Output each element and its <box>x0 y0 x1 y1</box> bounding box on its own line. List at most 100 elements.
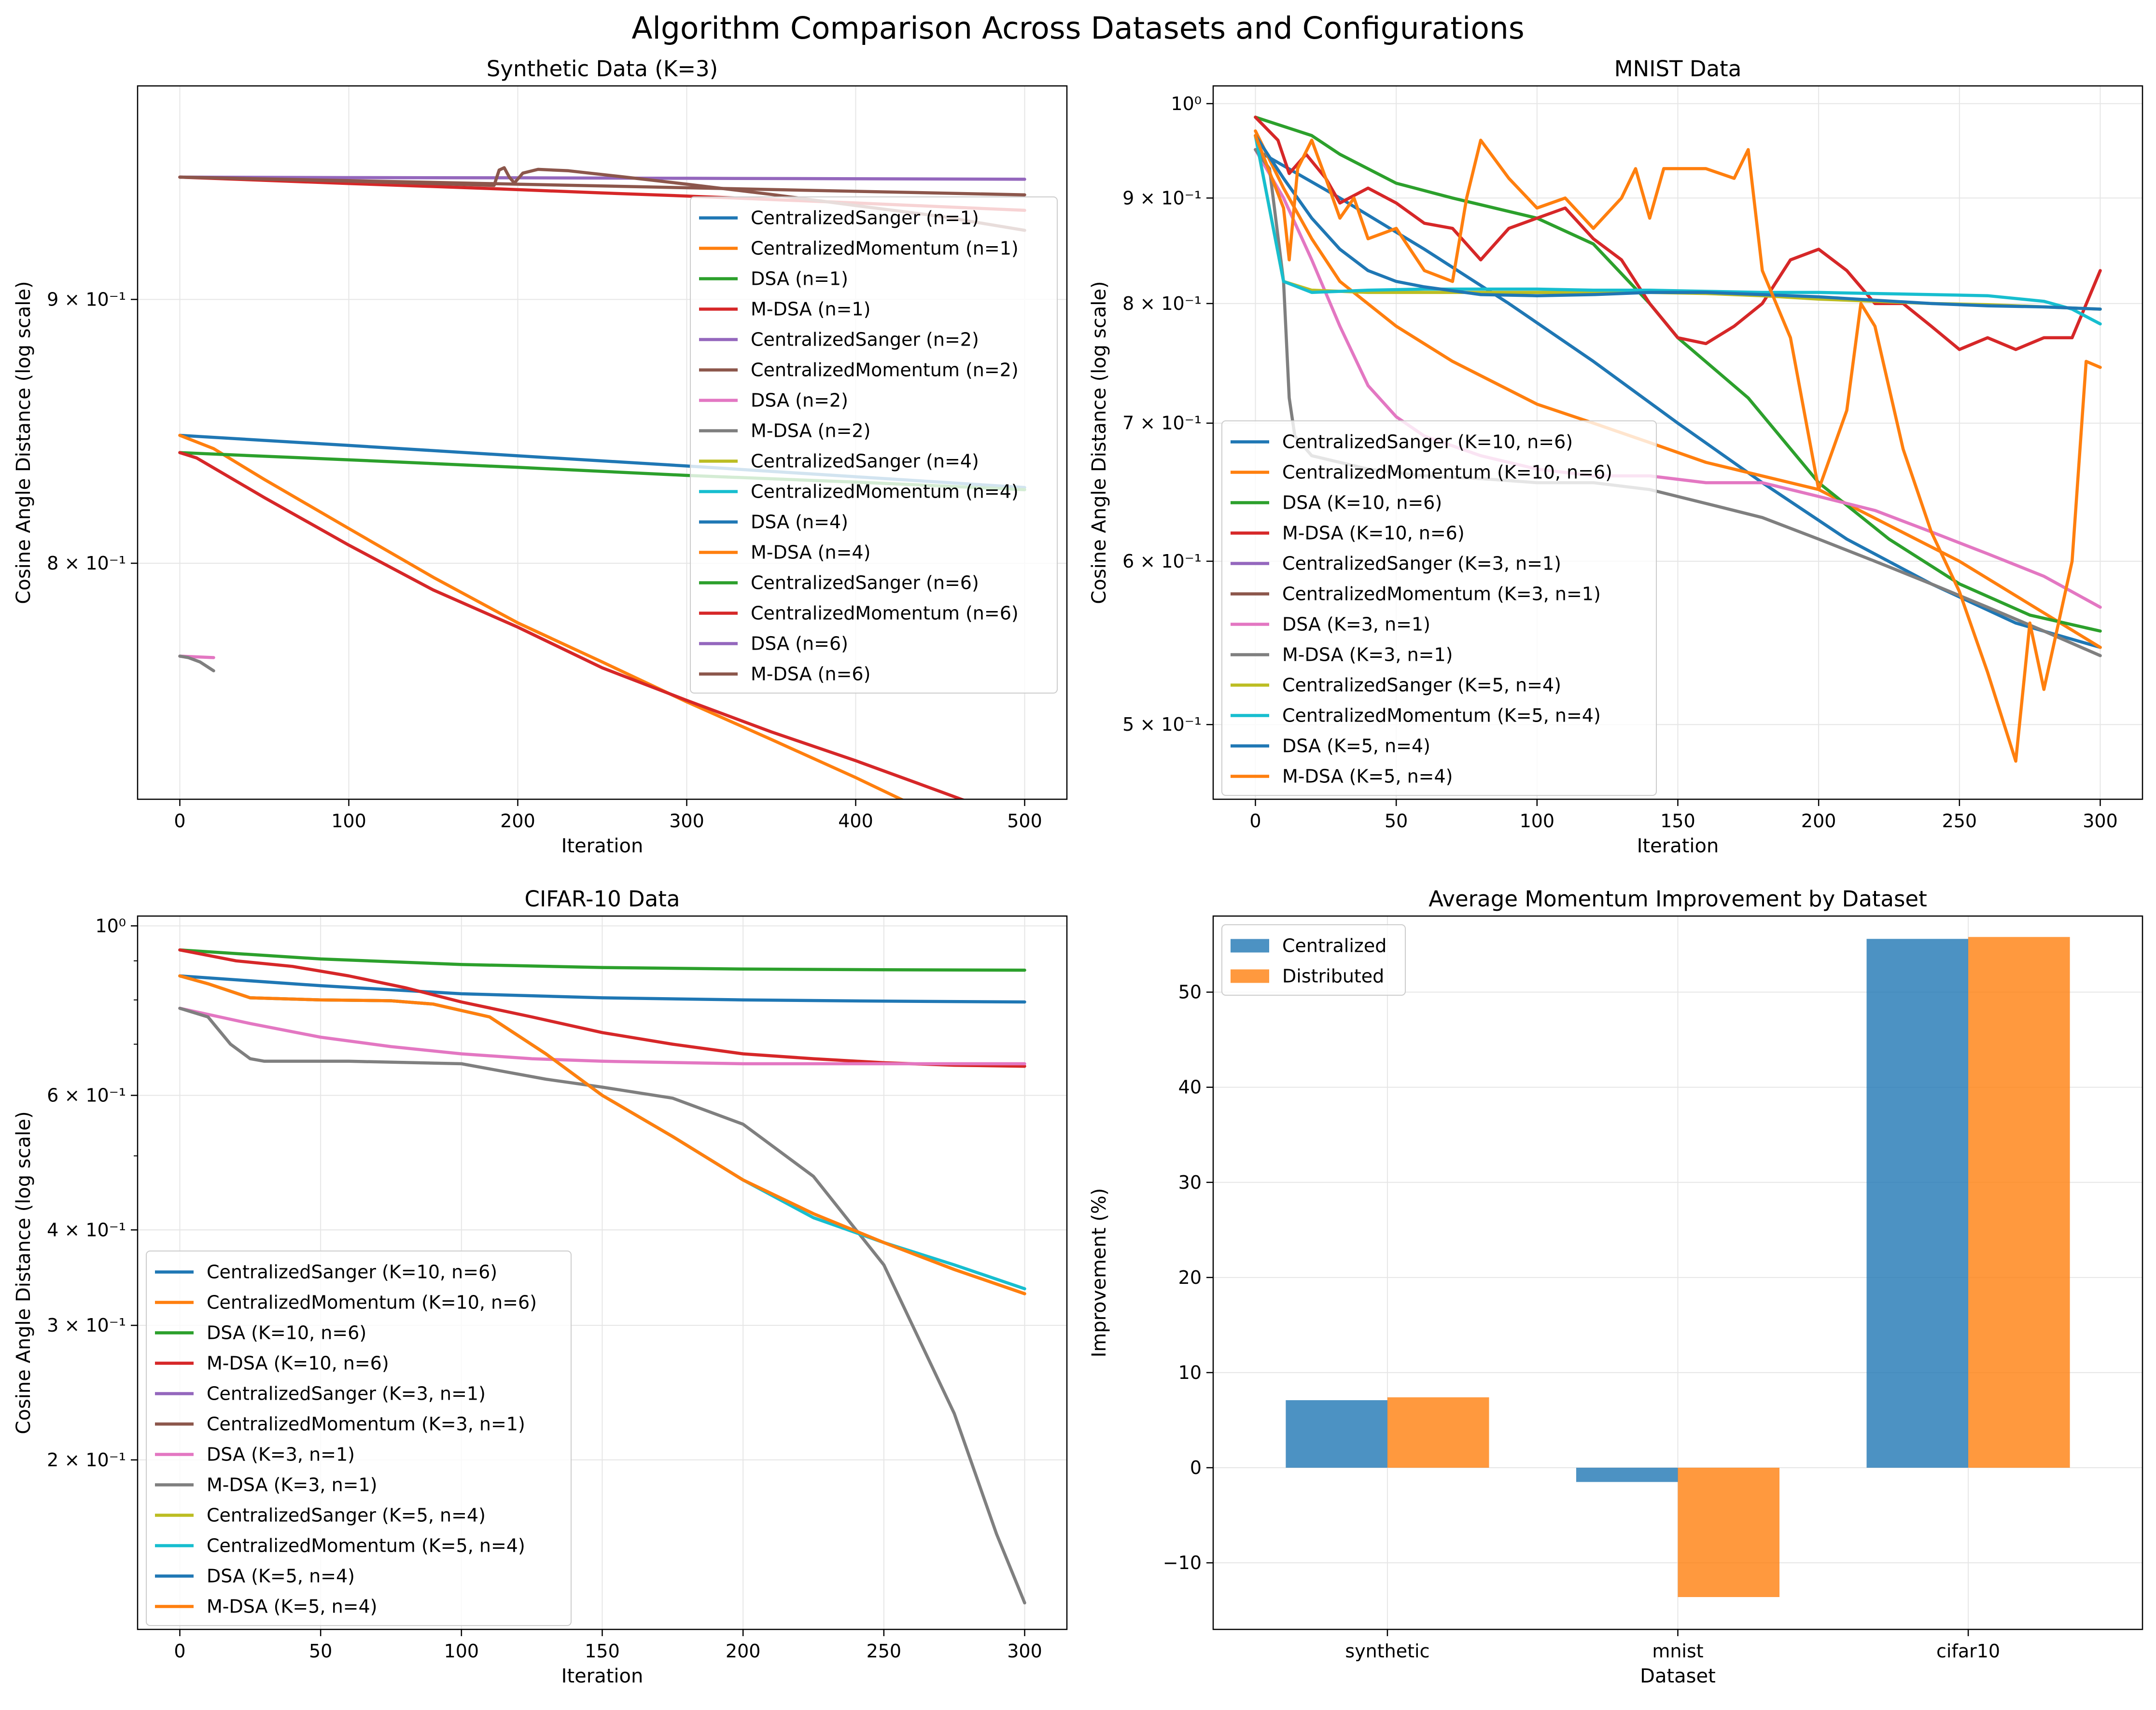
legend-entry: M-DSA (K=3, n=1) <box>207 1474 378 1496</box>
panel-title: Synthetic Data (K=3) <box>487 56 718 82</box>
bar-centralized-mnist <box>1576 1467 1678 1482</box>
legend-entry: DSA (K=3, n=1) <box>207 1444 355 1465</box>
legend: CentralizedSanger (n=1) CentralizedMoment… <box>690 196 1058 694</box>
series-line-4 <box>1254 115 2102 351</box>
bar-distributed-cifar10 <box>1968 937 2070 1468</box>
y-tick-label: 5 × 10⁻¹ <box>1122 714 1202 735</box>
panel-title: Average Momentum Improvement by Dataset <box>1428 886 1927 912</box>
x-axis: synthetic mnist cifar10 Dataset <box>1345 1629 2000 1687</box>
x-tick-label: 200 <box>1801 810 1836 832</box>
x-tick-label: 150 <box>1660 810 1695 832</box>
y-axis-label: Cosine Angle Distance (log scale) <box>1088 281 1110 604</box>
y-tick-label: 8 × 10⁻¹ <box>1122 293 1202 314</box>
x-tick-label: 250 <box>1942 810 1977 832</box>
legend-entry: Distributed <box>1282 966 1384 987</box>
x-axis: 0 100 200 300 400 500 Iteration <box>174 799 1042 857</box>
legend-entry: M-DSA (n=6) <box>751 664 870 685</box>
legend-entry: M-DSA (K=10, n=6) <box>1282 523 1465 544</box>
x-tick-label: 100 <box>1520 810 1555 832</box>
legend-entry: CentralizedSanger (n=2) <box>751 329 979 350</box>
series-line-4 <box>178 451 966 799</box>
y-tick-label: 50 <box>1178 982 1202 1003</box>
legend-entry: CentralizedMomentum (K=10, n=6) <box>1282 462 1612 483</box>
legend-entry: CentralizedSanger (n=6) <box>751 572 979 594</box>
series-line-3 <box>178 948 1026 972</box>
y-tick-label: 10 <box>1178 1362 1202 1383</box>
legend-entry: CentralizedMomentum (K=3, n=1) <box>207 1414 525 1435</box>
legend: CentralizedSanger (K=10, n=6) Centralized… <box>146 1251 572 1626</box>
y-tick-label: 30 <box>1178 1172 1202 1193</box>
legend-entry: CentralizedMomentum (K=3, n=1) <box>1282 584 1601 605</box>
x-tick-label: synthetic <box>1345 1640 1429 1662</box>
panel-title: CIFAR-10 Data <box>525 886 680 912</box>
panel-title: MNIST Data <box>1614 56 1742 82</box>
x-tick-label: 150 <box>585 1640 620 1662</box>
y-axis: 2 × 10⁻¹ 3 × 10⁻¹ 4 × 10⁻¹ 6 × 10⁻¹ 10⁰ Cosin… <box>13 915 138 1471</box>
bar-centralized-cifar10 <box>1866 939 1969 1468</box>
x-tick-label: cifar10 <box>1936 1640 2000 1662</box>
panel-1: 0 100 200 300 400 500 Iteration 8 × 10⁻¹ 9 × 10⁻… <box>13 56 1068 857</box>
series-line-4 <box>178 948 1026 1068</box>
bar-distributed-synthetic <box>1387 1397 1489 1468</box>
series-line-1 <box>178 974 1026 1004</box>
y-tick-label: 10⁰ <box>95 915 126 936</box>
plot-data <box>178 948 1026 1605</box>
x-axis-label: Iteration <box>1637 835 1719 857</box>
legend-entry: M-DSA (K=3, n=1) <box>1282 644 1453 666</box>
legend-entry: M-DSA (n=4) <box>751 542 870 563</box>
legend-entry: CentralizedMomentum (K=5, n=4) <box>207 1535 525 1557</box>
plot-data <box>178 166 1026 799</box>
x-axis-label: Iteration <box>561 835 644 857</box>
legend-entry: CentralizedMomentum (n=2) <box>751 360 1019 381</box>
legend-entry: Centralized <box>1282 935 1386 957</box>
series-line-11 <box>1254 134 2102 311</box>
legend-entry: DSA (n=2) <box>751 390 848 411</box>
y-axis: −10 0 10 20 30 40 50 Improvement (%) <box>1088 982 1213 1573</box>
legend-swatch <box>1231 939 1269 953</box>
legend-entry: DSA (n=4) <box>751 512 848 533</box>
legend-frame <box>146 1251 572 1626</box>
y-tick-label: 6 × 10⁻¹ <box>47 1085 126 1106</box>
x-tick-label: 250 <box>867 1640 902 1662</box>
legend-entry: CentralizedMomentum (K=5, n=4) <box>1282 705 1601 726</box>
legend-entry: CentralizedSanger (n=1) <box>751 208 979 229</box>
y-tick-label: 9 × 10⁻¹ <box>47 289 126 310</box>
x-tick-label: 100 <box>331 810 366 832</box>
legend-entry: DSA (K=10, n=6) <box>207 1322 366 1344</box>
x-tick-label: 300 <box>669 810 704 832</box>
legend-entry: DSA (K=5, n=4) <box>207 1566 355 1587</box>
legend-entry: M-DSA (n=1) <box>751 299 870 320</box>
x-tick-label: 400 <box>838 810 873 832</box>
y-tick-label: 6 × 10⁻¹ <box>1122 551 1202 572</box>
x-tick-label: 300 <box>1007 1640 1042 1662</box>
legend-entry: M-DSA (K=10, n=6) <box>207 1353 389 1374</box>
series-line-8 <box>178 654 215 673</box>
y-axis-label: Cosine Angle Distance (log scale) <box>13 1111 35 1434</box>
x-tick-label: mnist <box>1652 1640 1703 1662</box>
x-tick-label: 200 <box>500 810 535 832</box>
y-tick-label: 9 × 10⁻¹ <box>1122 187 1202 209</box>
legend-frame <box>690 196 1058 694</box>
x-tick-label: 0 <box>1249 810 1261 832</box>
y-tick-label: 4 × 10⁻¹ <box>47 1219 126 1240</box>
x-tick-label: 200 <box>726 1640 761 1662</box>
panel-4: synthetic mnist cifar10 Dataset −10 0 10 20 30 40… <box>1088 886 2143 1687</box>
legend-entry: M-DSA (n=2) <box>751 420 870 442</box>
y-tick-label: 2 × 10⁻¹ <box>47 1449 126 1471</box>
y-tick-label: −10 <box>1163 1552 1202 1573</box>
legend-entry: CentralizedSanger (K=5, n=4) <box>207 1505 486 1526</box>
x-tick-label: 100 <box>444 1640 479 1662</box>
legend-entry: DSA (n=1) <box>751 268 848 290</box>
y-tick-label: 10⁰ <box>1171 93 1202 114</box>
legend-swatch <box>1231 969 1269 983</box>
x-tick-label: 500 <box>1007 810 1042 832</box>
y-axis: 5 × 10⁻¹ 6 × 10⁻¹ 7 × 10⁻¹ 8 × 10⁻¹ 9 × 10⁻¹… <box>1088 93 1213 735</box>
panel-3: 0 50 100 150 200 250 300 Iteration 2 × 10⁻¹ 3 × 1… <box>13 886 1068 1687</box>
x-axis-label: Dataset <box>1640 1665 1716 1687</box>
series-line-12 <box>1254 134 2102 763</box>
series-line-10 <box>1254 134 2102 326</box>
legend: CentralizedSanger (K=10, n=6) Centralized… <box>1221 420 1657 796</box>
legend: Centralized Distributed <box>1221 924 1406 996</box>
y-axis-label: Cosine Angle Distance (log scale) <box>13 281 35 604</box>
bar-centralized-synthetic <box>1286 1400 1387 1468</box>
